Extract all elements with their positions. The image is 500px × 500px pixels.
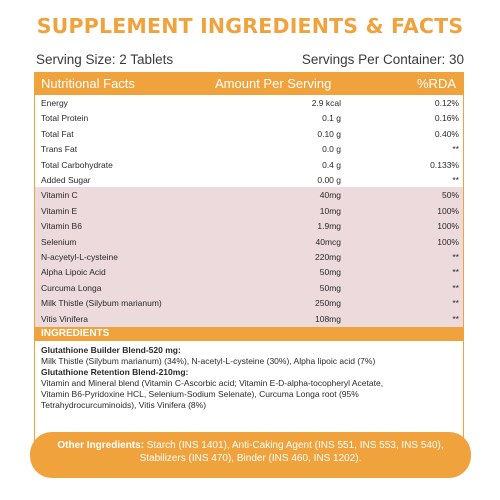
table-row: Total Protein 0.1 g 0.16% [35, 110, 463, 126]
row-name: Vitamin B6 [41, 221, 82, 232]
table-row: Added Sugar 0.00 g ** [35, 172, 463, 188]
row-amount: 0.00 g [317, 175, 341, 185]
row-rda: ** [452, 298, 459, 309]
row-amount: 0.10 g [317, 128, 341, 139]
row-rda: 50% [441, 190, 459, 201]
row-amount: 250mg [315, 298, 341, 309]
row-name: Trans Fat [41, 144, 78, 155]
header-rda: %RDA [417, 76, 457, 91]
other-ingredients-label: Other Ingredients: [57, 440, 145, 451]
row-name: Total Carbohydrate [41, 159, 113, 170]
blend1-title: Glutathione Builder Blend-520 mg: [41, 345, 181, 355]
row-name: Selenium [41, 236, 77, 247]
table-header: Nutritional Facts Amount Per Serving %RD… [35, 73, 463, 95]
row-rda: 100% [437, 221, 459, 232]
other-ingredients-line1: Other Ingredients: Starch (INS 1401), An… [57, 440, 444, 451]
row-rda: 0.16% [434, 113, 459, 124]
row-rda: ** [452, 144, 459, 155]
row-name: Added Sugar [41, 175, 91, 185]
row-rda: ** [452, 252, 459, 262]
serving-info: Serving Size: 2 Tablets Servings Per Con… [36, 52, 464, 67]
row-amount: 10mg [319, 205, 341, 216]
row-amount: 220mg [315, 252, 341, 262]
row-name: Total Protein [41, 113, 89, 124]
row-amount: 50mg [319, 282, 341, 293]
row-amount: 50mg [319, 267, 341, 278]
other-ingredients-line2: Stabilizers (INS 470), Binder (INS 460, … [139, 453, 362, 464]
ingredients-header: INGREDIENTS [35, 327, 463, 341]
other-ingredients-box: Other Ingredients: Starch (INS 1401), An… [30, 432, 471, 478]
row-amount: 40mcg [315, 236, 341, 247]
table-row: Vitis Vinifera 108mg ** [35, 310, 463, 327]
table-row: Energy 2.9 kcal 0.12% [35, 95, 463, 111]
row-name: Alpha Lipoic Acid [41, 267, 106, 278]
blend2-title: Glutathione Retention Blend-210mg: [41, 367, 189, 377]
row-rda: 0.12% [434, 98, 459, 108]
row-rda: 100% [437, 205, 459, 216]
header-amount: Amount Per Serving [215, 76, 332, 91]
row-rda: ** [452, 175, 459, 185]
facts-panel: Nutritional Facts Amount Per Serving %RD… [34, 72, 464, 468]
row-rda: ** [452, 282, 459, 293]
servings-per-container: Servings Per Container: 30 [301, 52, 464, 67]
row-amount: 0.1 g [322, 113, 341, 124]
row-amount: 1.9mg [317, 221, 341, 232]
row-rda: 0.133% [430, 159, 459, 170]
row-name: Curcuma Longa [41, 282, 102, 293]
ingredients-heading: INGREDIENTS [41, 328, 110, 339]
row-amount: 0.4 g [322, 159, 341, 170]
row-rda: ** [452, 313, 459, 324]
table-row: Total Fat 0.10 g 0.40% [35, 126, 463, 142]
row-name: Vitamin E [41, 205, 78, 216]
row-rda: 0.40% [434, 128, 459, 139]
row-name: Vitis Vinifera [41, 313, 88, 324]
row-name: N-acyetyl-L-cysteine [41, 252, 118, 262]
row-amount: 0.0 g [322, 144, 341, 155]
row-name: Milk Thistle (Silybum marianum) [41, 298, 162, 309]
blend2-line3: Tetrahydrocurcuminoids), Vitis Vinifera … [41, 400, 207, 410]
row-rda: ** [452, 267, 459, 278]
blend1-text: Milk Thistle (Silybum marianum) (34%), N… [41, 356, 376, 366]
blend2-line1: Vitamin and Mineral blend (Vitamin C-Asc… [41, 378, 384, 388]
blend2-line2: Vitamin B6-Pyridoxine HCL, Selenium-Sodi… [41, 389, 359, 399]
row-amount: 2.9 kcal [311, 98, 341, 108]
table-row: Trans Fat 0.0 g ** [35, 141, 463, 157]
serving-size: Serving Size: 2 Tablets [36, 52, 174, 67]
header-nutritional-facts: Nutritional Facts [41, 76, 135, 91]
row-rda: 100% [437, 236, 459, 247]
row-amount: 40mg [319, 190, 341, 201]
row-name: Total Fat [41, 128, 74, 139]
row-name: Vitamin C [41, 190, 78, 201]
page-title: SUPPLEMENT INGREDIENTS & FACTS [36, 14, 464, 38]
row-amount: 108mg [315, 313, 341, 324]
row-name: Energy [41, 98, 68, 108]
table-row: Total Carbohydrate 0.4 g 0.133% [35, 157, 463, 173]
